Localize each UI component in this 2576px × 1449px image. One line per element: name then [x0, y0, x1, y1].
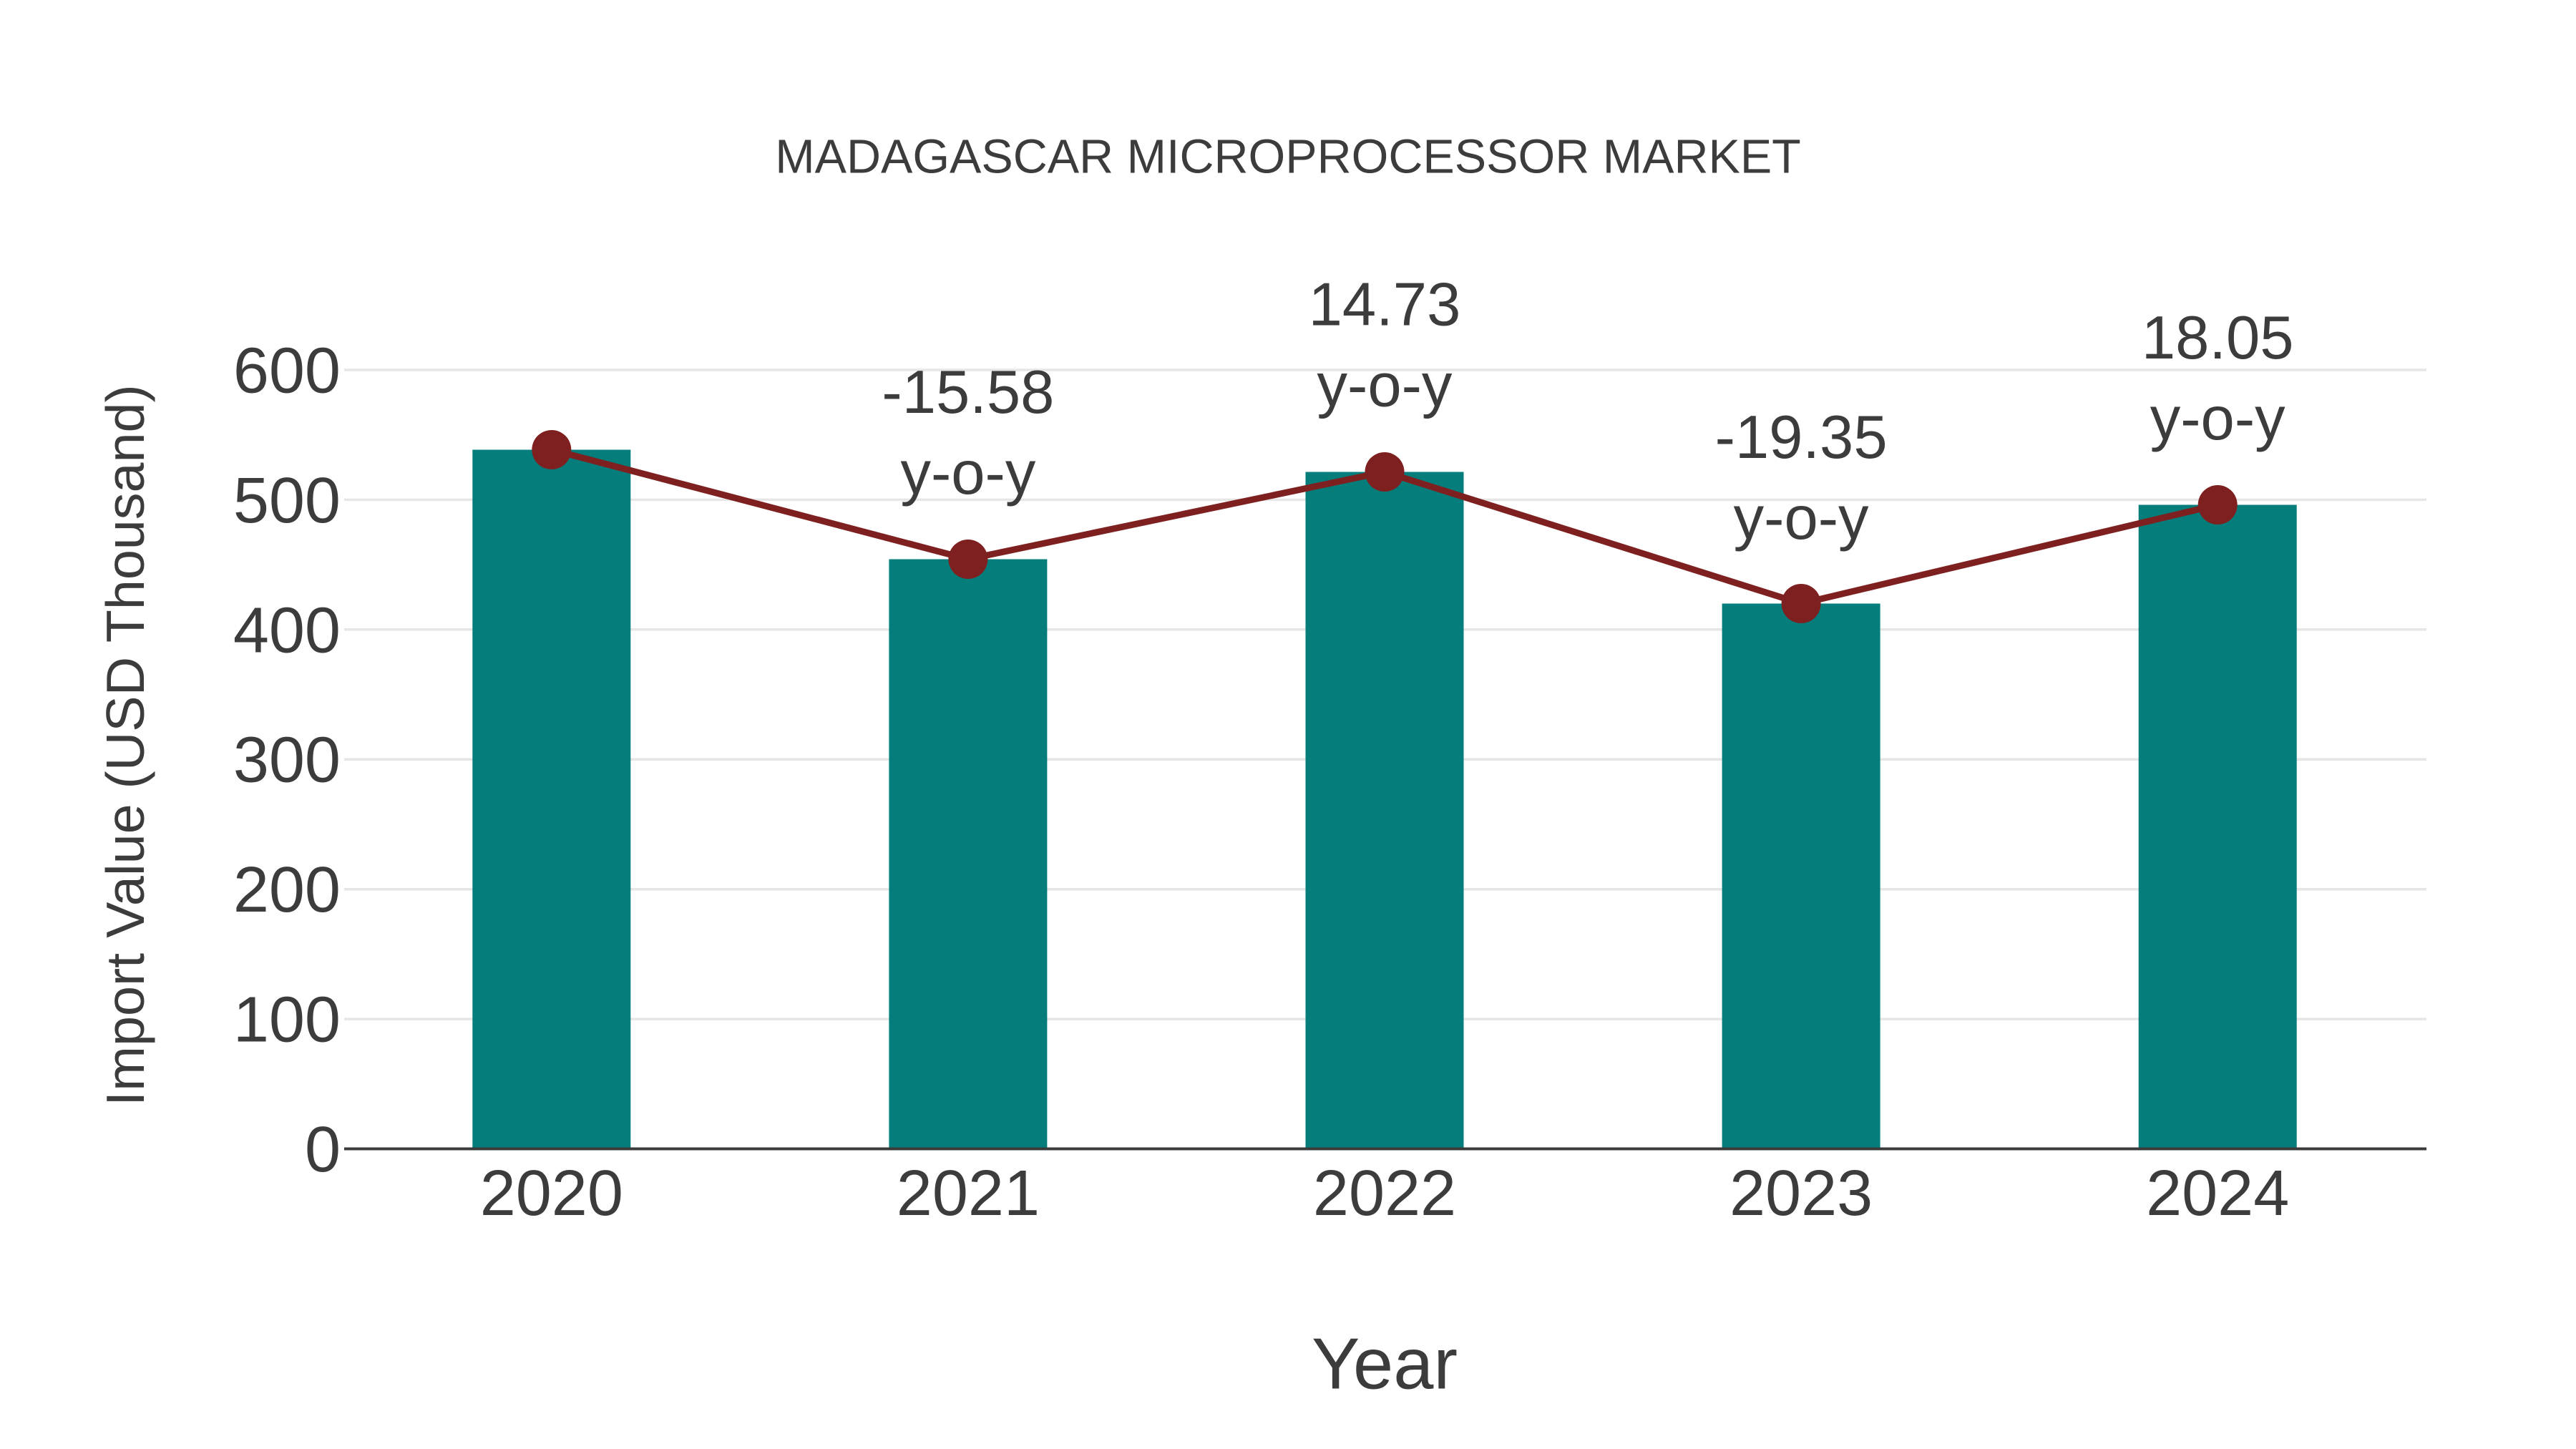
svg-text:2024: 2024: [2146, 1158, 2289, 1229]
svg-text:100: 100: [233, 985, 341, 1056]
svg-text:-15.58: -15.58: [882, 358, 1054, 426]
svg-text:Year: Year: [1312, 1324, 1458, 1405]
svg-text:MADAGASCAR MICROPROCESSOR MARK: MADAGASCAR MICROPROCESSOR MARKET: [775, 131, 1801, 184]
svg-text:0: 0: [305, 1114, 341, 1186]
svg-text:2022: 2022: [1313, 1158, 1456, 1229]
svg-text:y-o-y: y-o-y: [1317, 352, 1453, 420]
svg-text:-19.35: -19.35: [1715, 404, 1888, 472]
svg-text:600: 600: [233, 336, 341, 407]
svg-text:Import Value (USD Thousand): Import Value (USD Thousand): [95, 384, 155, 1106]
svg-text:2023: 2023: [1729, 1158, 1873, 1229]
svg-text:y-o-y: y-o-y: [900, 439, 1035, 507]
svg-text:500: 500: [233, 465, 341, 537]
svg-text:2020: 2020: [480, 1158, 623, 1229]
svg-text:300: 300: [233, 725, 341, 796]
svg-text:14.73: 14.73: [1309, 271, 1461, 339]
svg-text:2021: 2021: [897, 1158, 1040, 1229]
svg-text:18.05: 18.05: [2142, 304, 2294, 372]
svg-text:200: 200: [233, 854, 341, 926]
svg-text:y-o-y: y-o-y: [1734, 484, 1869, 552]
svg-text:y-o-y: y-o-y: [2150, 385, 2285, 453]
svg-text:400: 400: [233, 595, 341, 666]
